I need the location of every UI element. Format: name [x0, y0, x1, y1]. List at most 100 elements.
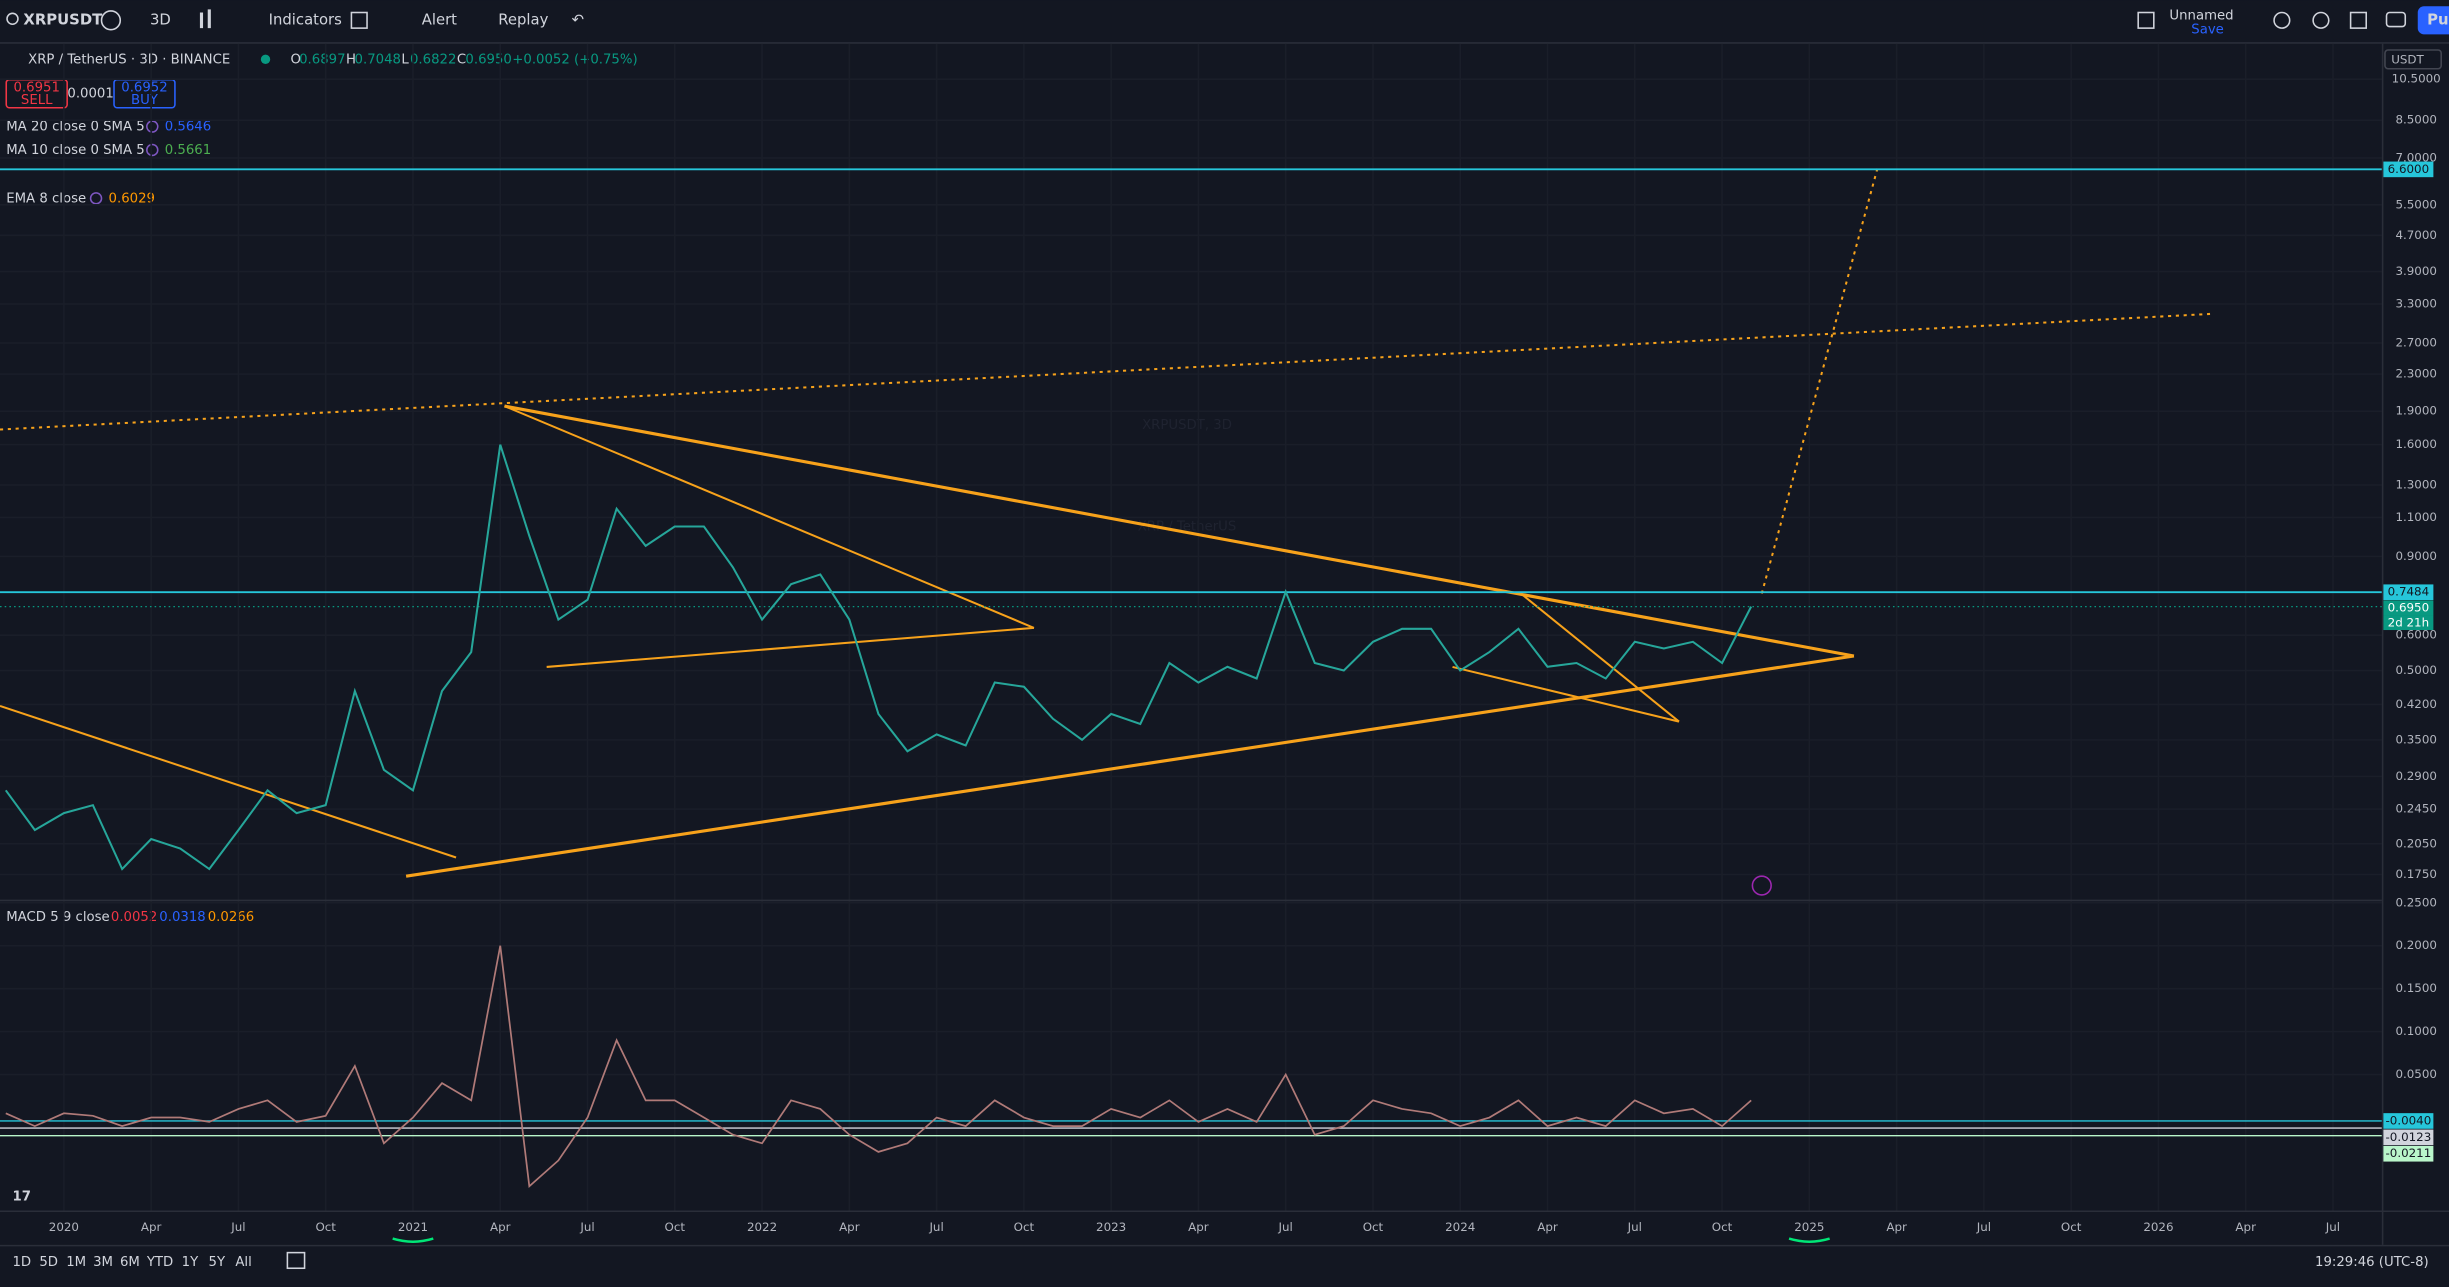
currency[interactable]: USDT — [2391, 53, 2424, 67]
layout-icon[interactable] — [2137, 11, 2155, 29]
range-button[interactable]: 1M — [66, 1255, 86, 1270]
countdown-tag — [2383, 615, 2434, 631]
macd-tag-label: -0.0123 — [2386, 1130, 2432, 1144]
macd-name: MACD 5 9 close — [6, 910, 109, 925]
time-tick-label: Jul — [230, 1220, 245, 1234]
time-tick-label: Jul — [1278, 1220, 1293, 1234]
time-tick-label: Apr — [2235, 1220, 2256, 1234]
watermark-symbol: XRPUSDT, 3D — [1142, 418, 1232, 433]
ohlc-label: L — [401, 52, 409, 67]
add-symbol[interactable] — [100, 10, 122, 31]
settings-icon[interactable] — [2312, 11, 2330, 29]
undo[interactable]: ↶ — [572, 11, 584, 28]
indicator-value: 0.5661 — [165, 143, 211, 158]
price-tick-label: 8.5000 — [2395, 113, 2437, 127]
indicator-value: 0.6029 — [109, 191, 155, 206]
time-tick-label: Apr — [1188, 1220, 1209, 1234]
macd-line-series — [5, 945, 1752, 1188]
range-button[interactable]: All — [235, 1255, 251, 1270]
time-tick-label: Jul — [928, 1220, 943, 1234]
event-marker[interactable] — [1751, 875, 1772, 896]
chart-type-icon[interactable] — [199, 12, 204, 29]
market-status — [260, 54, 271, 65]
price-tick-label: 0.2450 — [2395, 802, 2437, 816]
price-tick-label: 3.9000 — [2395, 264, 2437, 278]
interval[interactable]: 3D — [150, 11, 171, 28]
date-range-icon[interactable] — [286, 1251, 306, 1270]
layout-name[interactable]: Unnamed — [2169, 9, 2233, 24]
time-tick-label: Apr — [1886, 1220, 1907, 1234]
range-button[interactable]: 5Y — [209, 1255, 226, 1270]
grid — [0, 43, 2382, 1211]
buy-label[interactable]: BUY — [131, 93, 159, 108]
sell-label[interactable]: SELL — [21, 93, 53, 108]
currency-box[interactable] — [2384, 49, 2442, 70]
price-tick-label: 0.2050 — [2395, 836, 2437, 850]
indicator-name: MA 20 close 0 SMA 5 — [6, 120, 144, 135]
macd-value: 0.0318 — [159, 910, 205, 925]
time-tick-label: 2025 — [1794, 1220, 1824, 1234]
chart-type-icon[interactable] — [207, 9, 211, 29]
search-icon[interactable] — [6, 12, 19, 26]
time-tick-label: 2022 — [747, 1220, 777, 1234]
macd-tick-label: 0.2000 — [2395, 938, 2437, 952]
price-tag-label: 0.7484 — [2388, 585, 2430, 599]
toolbar-icon[interactable] — [2273, 11, 2291, 29]
range-button[interactable]: YTD — [146, 1255, 173, 1270]
range-button[interactable]: 1Y — [182, 1255, 199, 1270]
watermark-name: XRP / TetherUS — [1138, 519, 1237, 534]
indicator-icon[interactable] — [146, 120, 159, 133]
time-tick-label: Oct — [1363, 1220, 1384, 1234]
range-button[interactable]: 5D — [39, 1255, 58, 1270]
range-button[interactable]: 6M — [120, 1255, 140, 1270]
price-tick-label: 7.0000 — [2395, 150, 2437, 164]
sell-price[interactable]: 0.6951 — [13, 80, 59, 95]
price-tag — [2383, 600, 2434, 616]
time-tick-label: 2020 — [49, 1220, 79, 1234]
templates-icon[interactable] — [350, 11, 368, 29]
price-line-series — [4, 444, 1753, 871]
toolbar — [0, 0, 2449, 43]
tv-logo: 17 — [12, 1189, 30, 1204]
price-tick-label: 0.2900 — [2395, 769, 2437, 783]
time-tick-label: Apr — [141, 1220, 162, 1234]
time-tick-label: Apr — [839, 1220, 860, 1234]
indicators-button[interactable]: Indicators — [269, 11, 342, 28]
range-button[interactable]: 1D — [12, 1255, 31, 1270]
price-tick-label: 0.3500 — [2395, 732, 2437, 746]
macd-tag — [2383, 1129, 2434, 1146]
indicator-legend: MA 20 close 0 SMA 5 0.5646 MA 10 close 0 S… — [6, 120, 211, 207]
projection-line — [1760, 168, 1879, 594]
publish-label[interactable]: Pu — [2427, 11, 2448, 28]
time-tick-label: Oct — [1712, 1220, 1733, 1234]
range-button[interactable]: 3M — [93, 1255, 113, 1270]
highlight-mark — [1788, 1237, 1831, 1243]
macd-value: 0.0266 — [208, 910, 254, 925]
price-tick-label: 1.1000 — [2395, 510, 2437, 524]
time-tick-label: 2021 — [398, 1220, 428, 1234]
trendline — [504, 405, 1035, 629]
layout-status[interactable]: Save — [2191, 23, 2224, 38]
symbol[interactable]: XRPUSDT — [23, 11, 103, 28]
macd-tick-label: 0.1000 — [2395, 1024, 2437, 1038]
fullscreen-icon[interactable] — [2349, 11, 2368, 29]
spread: 0.0001 — [67, 87, 113, 102]
indicator-value: 0.5646 — [165, 120, 211, 135]
indicator-icon[interactable] — [146, 143, 159, 157]
price-tick-label: 10.5000 — [2392, 72, 2441, 86]
replay-button[interactable]: Replay — [498, 11, 548, 28]
indicator-icon[interactable] — [89, 192, 103, 205]
macd-tick-label: 0.1500 — [2395, 981, 2437, 995]
price-tag-label: 0.6950 — [2388, 601, 2430, 615]
ohlc-value: 0.6950 — [465, 52, 511, 67]
alert-button[interactable]: Alert — [422, 11, 457, 28]
macd-value: 0.0052 — [111, 910, 157, 925]
price-tick-label: 1.6000 — [2395, 437, 2437, 451]
buy-price[interactable]: 0.6952 — [121, 80, 167, 95]
price-tag-label: 6.6000 — [2388, 162, 2430, 176]
ohlc-label: O — [291, 52, 301, 67]
macd-tag-label: -0.0211 — [2386, 1146, 2432, 1160]
publish-button[interactable] — [2417, 6, 2449, 35]
snapshot-icon[interactable] — [2385, 11, 2407, 28]
